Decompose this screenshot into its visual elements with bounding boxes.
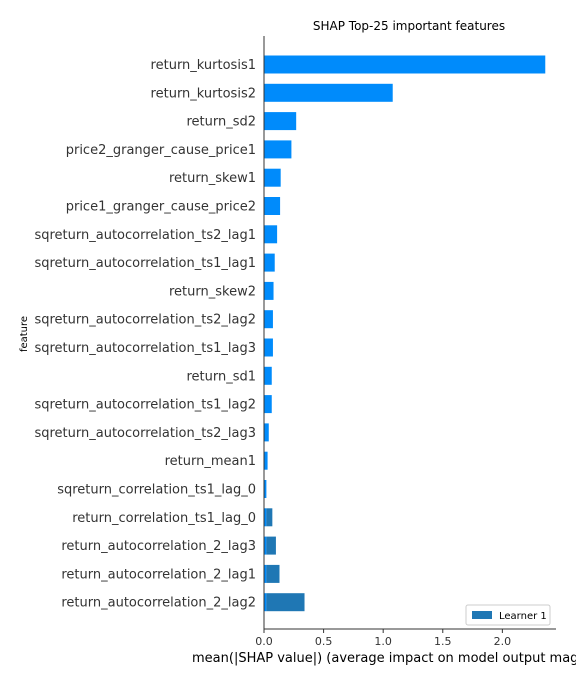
y-axis-label: feature <box>19 316 30 352</box>
bar <box>264 593 267 612</box>
category-label: return_correlation_ts1_lag_0 <box>72 511 256 526</box>
bar <box>264 55 546 74</box>
x-ticks: 0.0 0.5 1.0 1.5 2.0 <box>255 629 511 648</box>
category-label: sqreturn_autocorrelation_ts1_lag3 <box>34 341 256 356</box>
bar <box>264 480 267 498</box>
category-label: return_skew1 <box>169 171 256 186</box>
category-label: sqreturn_autocorrelation_ts2_lag2 <box>34 313 256 328</box>
bar-learner-1 <box>266 536 276 555</box>
category-labels: return_kurtosis1 return_kurtosis2 return_s… <box>34 58 256 611</box>
bar <box>264 83 393 102</box>
bar <box>264 536 267 555</box>
x-tick-label: 0.5 <box>315 635 333 648</box>
bar <box>264 508 267 527</box>
category-label: return_kurtosis1 <box>151 58 256 73</box>
bar <box>264 253 275 272</box>
bar-learner-1 <box>266 508 273 527</box>
bar <box>264 423 269 442</box>
category-label: sqreturn_autocorrelation_ts2_lag1 <box>34 228 256 243</box>
bar <box>264 112 297 131</box>
bar <box>264 140 292 159</box>
x-axis-label: mean(|SHAP value|) (average impact on mo… <box>192 651 576 666</box>
bar <box>264 168 281 187</box>
bar-learner-1 <box>266 593 305 612</box>
bars-group <box>264 55 546 612</box>
bar-learner-1 <box>266 564 280 583</box>
bar <box>264 197 281 215</box>
category-label: return_skew2 <box>169 284 256 299</box>
category-label: return_autocorrelation_2_lag1 <box>61 567 256 582</box>
legend-box <box>465 604 551 626</box>
category-label: return_autocorrelation_2_lag2 <box>61 596 256 611</box>
x-tick-label: 1.5 <box>434 635 452 648</box>
chart-title: SHAP Top-25 important features <box>313 19 505 33</box>
bar <box>264 366 272 385</box>
category-label: return_sd2 <box>186 115 256 130</box>
x-tick-label: 1.0 <box>374 635 392 648</box>
legend-swatch <box>472 611 492 619</box>
category-label: sqreturn_correlation_ts1_lag_0 <box>57 483 256 498</box>
bar <box>264 310 273 329</box>
category-label: return_autocorrelation_2_lag3 <box>61 539 256 554</box>
category-label: return_sd1 <box>186 369 256 384</box>
bar <box>264 281 274 300</box>
x-tick-label: 2.0 <box>494 635 512 648</box>
category-label: return_kurtosis2 <box>151 86 256 101</box>
category-label: sqreturn_autocorrelation_ts1_lag2 <box>34 398 256 413</box>
category-label: return_mean1 <box>165 454 256 469</box>
x-tick-label: 0.0 <box>255 635 273 648</box>
category-label: sqreturn_autocorrelation_ts2_lag3 <box>34 426 256 441</box>
bar <box>264 225 278 244</box>
category-label: price2_granger_cause_price1 <box>66 143 256 158</box>
bar <box>264 564 267 583</box>
bar <box>264 395 272 414</box>
bar <box>264 451 268 470</box>
legend: Learner 1 <box>465 604 551 626</box>
bar <box>264 338 273 357</box>
category-label: price1_granger_cause_price2 <box>66 200 256 215</box>
legend-label: Learner 1 <box>499 611 547 622</box>
category-label: sqreturn_autocorrelation_ts1_lag1 <box>34 256 256 271</box>
